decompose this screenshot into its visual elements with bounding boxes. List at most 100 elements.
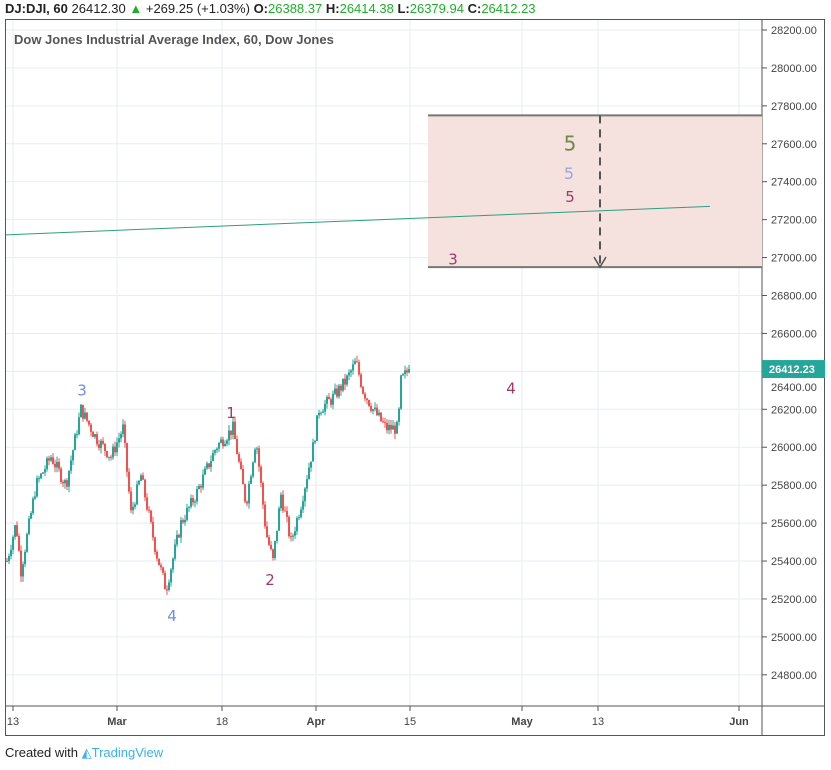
candle-up [348, 372, 350, 376]
candle-up [74, 434, 76, 451]
footer: Created with ◭TradingView [5, 745, 163, 761]
candle-up [24, 551, 26, 565]
candle-up [56, 461, 58, 468]
wave-label: 4 [506, 379, 516, 397]
candle-up [68, 470, 70, 487]
y-tick-label: 26400.00 [771, 382, 817, 394]
candle-up [306, 479, 308, 489]
candle-up [398, 408, 400, 422]
candle-down [222, 439, 224, 447]
y-tick-label: 26600.00 [771, 328, 817, 340]
y-tick-label: 25000.00 [771, 632, 817, 644]
wave-label: 4 [167, 607, 177, 625]
candle-down [370, 406, 372, 411]
tradingview-logo-icon[interactable]: ◭ [81, 745, 92, 760]
candle-up [378, 412, 380, 416]
candle-up [338, 385, 340, 397]
y-tick-label: 25400.00 [771, 556, 817, 568]
candle-up [198, 486, 200, 490]
high-value: 26414.38 [339, 1, 394, 16]
candle-up [278, 508, 280, 531]
candle-up [176, 534, 178, 545]
candle-up [212, 452, 214, 462]
arrow-down-icon [593, 256, 607, 269]
wave-label: 3 [77, 381, 87, 399]
candle-down [330, 399, 332, 405]
candle-up [296, 518, 298, 532]
candle-down [340, 385, 342, 391]
candle-up [396, 421, 398, 434]
trendline [5, 205, 711, 236]
y-tick-label: 26200.00 [771, 404, 817, 416]
candle-up [100, 440, 102, 449]
candle-down [104, 443, 106, 451]
candle-down [182, 520, 184, 523]
candle-down [110, 456, 112, 458]
candle-down [20, 550, 22, 577]
candle-up [392, 425, 394, 430]
candle-down [260, 466, 262, 483]
candle-up [36, 478, 38, 497]
wave-label: 5 [564, 132, 577, 156]
candle-up [314, 440, 316, 443]
candle-up [372, 409, 374, 411]
candle-up [186, 507, 188, 521]
candle-up [346, 375, 348, 385]
candle-up [226, 440, 228, 444]
candle-down [86, 412, 88, 421]
candle-down [66, 480, 68, 487]
x-tick-label: Jun [729, 716, 749, 728]
candle-down [238, 454, 240, 462]
wave-label: 5 [564, 164, 574, 183]
candle-up [256, 448, 258, 450]
candle-up [292, 535, 294, 537]
candle-down [158, 558, 160, 566]
candle-up [10, 549, 12, 556]
y-tick-label: 27000.00 [771, 253, 817, 265]
candle-down [266, 526, 268, 538]
candle-up [78, 417, 80, 435]
candle-up [210, 461, 212, 468]
candle-down [52, 457, 54, 465]
close-value: 26412.23 [481, 1, 536, 16]
candle-down [382, 421, 384, 423]
wave-label: 5 [565, 188, 575, 206]
y-tick-label: 28200.00 [771, 25, 817, 37]
tradingview-link[interactable]: TradingView [91, 745, 164, 760]
candle-up [350, 370, 352, 373]
candle-down [364, 393, 366, 399]
candle-down [126, 443, 128, 472]
candle-up [112, 446, 114, 458]
candle-up [26, 534, 28, 552]
x-tick-label: Mar [107, 716, 127, 728]
candle-up [42, 472, 44, 474]
low-value: 26379.94 [409, 1, 464, 16]
wave-label: 1 [226, 404, 236, 422]
candle-up [134, 504, 136, 507]
candle-up [196, 489, 198, 502]
price-chart[interactable]: 28200.00 28000.00 27800.00 27600.00 27400.00… [0, 0, 831, 740]
candle-up [84, 412, 86, 419]
candle-up [180, 520, 182, 538]
candle-up [34, 496, 36, 499]
candle-up [400, 375, 402, 409]
candle-down [142, 475, 144, 480]
candle-up [116, 442, 118, 453]
candle-up [132, 506, 134, 511]
candle-up [184, 520, 186, 523]
candle-up [174, 544, 176, 559]
candle-up [352, 364, 354, 371]
candle-down [242, 468, 244, 485]
candle-down [394, 425, 396, 434]
candle-down [82, 404, 84, 419]
candle-up [94, 434, 96, 437]
candle-up [308, 467, 310, 480]
candle-down [162, 567, 164, 573]
candle-up [44, 469, 46, 473]
candle-up [138, 480, 140, 485]
candle-down [192, 497, 194, 503]
candle-down [358, 362, 360, 375]
candle-up [302, 501, 304, 510]
chart-title: Dow Jones Industrial Average Index, 60, … [14, 32, 334, 47]
candle-down [166, 589, 168, 591]
